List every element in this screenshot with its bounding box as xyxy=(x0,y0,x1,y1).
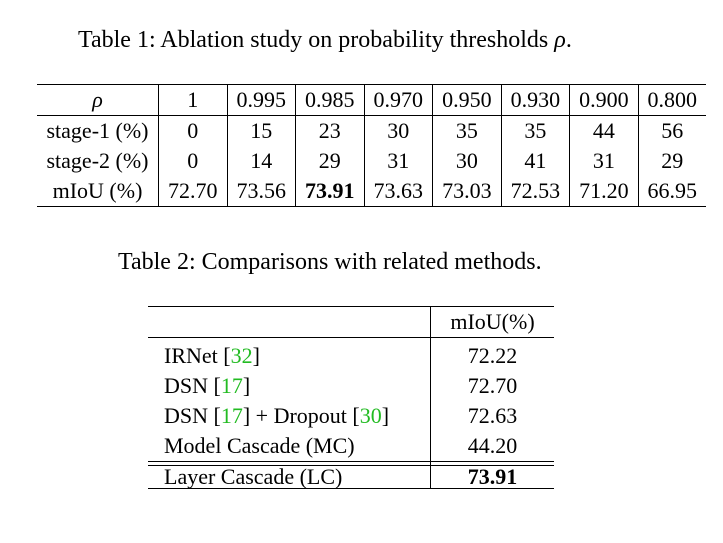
data-cell: 35 xyxy=(500,115,570,146)
table1-caption-text: Table 1: Ablation study on probability t… xyxy=(78,27,555,53)
miou-value: 72.70 xyxy=(430,371,554,401)
table1-header-rho: ρ xyxy=(37,84,159,116)
data-cell: 31 xyxy=(569,146,639,176)
table2-row-dsn-dropout: DSN [17] + Dropout [30] 72.63 xyxy=(148,401,554,431)
method-name: Layer Cascade (LC) xyxy=(148,465,431,489)
miou-value: 72.63 xyxy=(430,401,554,431)
table2-row-irnet: IRNet [32] 72.22 xyxy=(148,341,554,371)
data-cell: 72.70 xyxy=(158,176,228,207)
data-cell: 30 xyxy=(432,146,502,176)
table1-row-stage2: stage-2 (%) 0 14 29 31 30 41 31 29 xyxy=(37,146,706,176)
table2-header-double-rule xyxy=(148,337,554,341)
table2-row-model-cascade: Model Cascade (MC) 44.20 xyxy=(148,431,554,462)
data-cell: 29 xyxy=(637,146,706,176)
data-cell: 73.63 xyxy=(363,176,433,207)
best-value-cell: 73.91 xyxy=(295,176,365,207)
data-cell: 56 xyxy=(637,115,706,146)
threshold-cell: 0.900 xyxy=(569,84,639,116)
row-label: mIoU (%) xyxy=(37,176,159,207)
table1-row-stage1: stage-1 (%) 0 15 23 30 35 35 44 56 xyxy=(37,115,706,146)
method-name: IRNet [32] xyxy=(164,343,260,368)
citation-link[interactable]: 17 xyxy=(220,373,243,398)
miou-header: mIoU(%) xyxy=(430,306,554,338)
table2-row-layer-cascade: Layer Cascade (LC) 73.91 xyxy=(148,465,554,489)
data-cell: 72.53 xyxy=(500,176,570,207)
data-cell: 15 xyxy=(226,115,296,146)
citation-link[interactable]: 30 xyxy=(359,403,382,428)
method-name: Model Cascade (MC) xyxy=(164,433,355,458)
threshold-cell: 0.970 xyxy=(363,84,433,116)
data-cell: 0 xyxy=(158,115,228,146)
method-name: DSN [17] xyxy=(164,373,251,398)
data-cell: 35 xyxy=(432,115,502,146)
table2-row-dsn: DSN [17] 72.70 xyxy=(148,371,554,401)
data-cell: 44 xyxy=(569,115,639,146)
threshold-cell: 0.995 xyxy=(226,84,296,116)
table2-separator-rule xyxy=(148,461,554,466)
table1-header-row: ρ 1 0.995 0.985 0.970 0.950 0.930 0.900 … xyxy=(37,84,706,116)
data-cell: 73.03 xyxy=(432,176,502,207)
miou-value: 44.20 xyxy=(430,431,554,462)
data-cell: 29 xyxy=(295,146,365,176)
table1-row-miou: mIoU (%) 72.70 73.56 73.91 73.63 73.03 7… xyxy=(37,176,706,207)
data-cell: 73.56 xyxy=(226,176,296,207)
rho-symbol: ρ xyxy=(554,27,566,53)
method-name: DSN [17] + Dropout [30] xyxy=(164,403,390,428)
data-cell: 41 xyxy=(500,146,570,176)
threshold-cell: 1 xyxy=(158,84,228,116)
threshold-cell: 0.985 xyxy=(295,84,365,116)
table1-caption: Table 1: Ablation study on probability t… xyxy=(78,28,572,52)
data-cell: 0 xyxy=(158,146,228,176)
citation-link[interactable]: 17 xyxy=(220,403,243,428)
table2-header-row: mIoU(%) xyxy=(148,306,554,338)
row-label: stage-1 (%) xyxy=(37,115,159,146)
threshold-cell: 0.800 xyxy=(637,84,706,116)
data-cell: 31 xyxy=(363,146,433,176)
miou-value: 72.22 xyxy=(430,341,554,371)
data-cell: 14 xyxy=(226,146,296,176)
threshold-cell: 0.930 xyxy=(500,84,570,116)
threshold-cell: 0.950 xyxy=(432,84,502,116)
method-comparison-table: mIoU(%) IRNet [32] 72.22 DSN [17] 72.70 … xyxy=(148,306,554,489)
table2-caption: Table 2: Comparisons with related method… xyxy=(118,249,542,275)
row-label: stage-2 (%) xyxy=(46,148,149,173)
threshold-ablation-table: ρ 1 0.995 0.985 0.970 0.950 0.930 0.900 … xyxy=(37,84,706,207)
method-header xyxy=(148,306,431,338)
best-miou-value: 73.91 xyxy=(430,465,554,489)
data-cell: 30 xyxy=(363,115,433,146)
data-cell: 66.95 xyxy=(637,176,706,207)
table1-caption-period: . xyxy=(565,27,572,53)
citation-link[interactable]: 32 xyxy=(230,343,253,368)
data-cell: 71.20 xyxy=(569,176,639,207)
data-cell: 23 xyxy=(295,115,365,146)
